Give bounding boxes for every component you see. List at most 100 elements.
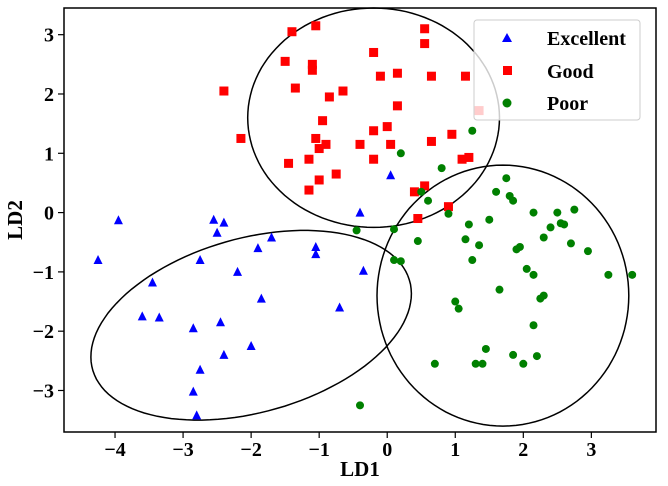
- legend-square-icon: [503, 66, 512, 75]
- point-excellent: [219, 217, 229, 227]
- point-poor: [437, 164, 446, 173]
- y-tick-label: 3: [44, 25, 54, 47]
- y-tick-label: 1: [44, 143, 54, 165]
- legend-item-excellent: Excellent: [502, 28, 626, 50]
- point-poor: [461, 235, 470, 244]
- point-good: [392, 101, 402, 111]
- point-good: [318, 116, 328, 126]
- point-poor: [390, 256, 399, 265]
- point-poor: [532, 352, 541, 361]
- x-tick-label: −2: [240, 439, 261, 461]
- point-excellent: [192, 410, 202, 420]
- point-poor: [485, 215, 494, 224]
- point-poor: [451, 297, 460, 306]
- legend-label-good: Good: [547, 61, 594, 83]
- point-good: [314, 175, 324, 185]
- point-excellent: [355, 207, 365, 217]
- point-excellent: [256, 293, 266, 303]
- point-poor: [522, 264, 531, 273]
- point-good: [464, 152, 474, 162]
- point-poor: [396, 149, 405, 158]
- point-excellent: [335, 302, 345, 312]
- point-poor: [566, 239, 575, 248]
- point-poor: [583, 247, 592, 256]
- y-tick-label: −2: [33, 321, 54, 343]
- point-poor: [529, 208, 538, 217]
- legend-triangle-icon: [502, 33, 512, 42]
- point-poor: [424, 196, 433, 205]
- point-good: [314, 144, 324, 154]
- point-good: [287, 27, 297, 37]
- x-tick-label: −1: [308, 439, 329, 461]
- y-tick-label: 2: [44, 84, 54, 106]
- point-poor: [413, 237, 422, 246]
- point-poor: [546, 223, 555, 232]
- legend-item-good: Good: [503, 61, 594, 83]
- point-good: [355, 139, 365, 149]
- point-good: [382, 122, 392, 132]
- point-excellent: [209, 214, 219, 224]
- ellipse-excellent: [90, 229, 413, 421]
- point-poor: [471, 359, 480, 368]
- legend-circle-icon: [502, 98, 512, 108]
- point-poor: [509, 350, 518, 359]
- point-good: [420, 39, 430, 49]
- x-tick-label: 3: [586, 439, 596, 461]
- point-good: [284, 158, 294, 168]
- point-poor: [519, 359, 528, 368]
- point-poor: [430, 359, 439, 368]
- ellipse-good: [246, 7, 501, 229]
- point-poor: [560, 220, 569, 229]
- point-good: [236, 133, 246, 143]
- point-good: [304, 185, 314, 195]
- point-excellent: [93, 255, 103, 265]
- point-poor: [444, 209, 453, 218]
- legend-box: [473, 19, 641, 121]
- axes: −4 −3 −2 −1 0 1 2 3 −3 −2 −1 0 1 2 3: [33, 25, 597, 461]
- point-poor: [509, 196, 518, 205]
- x-axis-label: LD1: [340, 457, 380, 481]
- ellipse-poor: [376, 164, 630, 427]
- point-good: [311, 133, 321, 143]
- plot-area: [90, 7, 637, 427]
- point-poor: [495, 285, 504, 294]
- point-poor: [553, 208, 562, 217]
- point-excellent: [216, 317, 226, 327]
- legend-label-poor: Poor: [547, 93, 588, 115]
- point-poor: [529, 270, 538, 279]
- point-poor: [352, 226, 361, 235]
- point-poor: [502, 174, 511, 183]
- point-good: [392, 68, 402, 78]
- point-poor: [570, 205, 579, 214]
- x-tick-label: 2: [518, 439, 528, 461]
- point-good: [331, 169, 341, 179]
- point-good: [280, 56, 290, 66]
- x-tick-label: 0: [382, 439, 392, 461]
- point-excellent: [219, 349, 229, 359]
- point-good: [447, 129, 457, 139]
- point-excellent: [311, 249, 321, 259]
- point-good: [409, 187, 419, 197]
- point-poor: [529, 321, 538, 330]
- point-good: [369, 154, 379, 164]
- point-excellent: [246, 341, 256, 351]
- legend: Excellent Good Poor: [473, 19, 641, 121]
- point-poor: [356, 401, 364, 410]
- x-tick-label: −3: [172, 439, 193, 461]
- point-poor: [396, 257, 405, 266]
- point-excellent: [195, 364, 205, 374]
- point-good: [443, 202, 453, 212]
- point-excellent: [188, 386, 198, 396]
- point-good: [311, 21, 321, 31]
- point-excellent: [188, 323, 198, 333]
- point-poor: [628, 270, 637, 279]
- point-excellent: [358, 265, 368, 275]
- point-poor: [475, 241, 484, 250]
- point-poor: [417, 187, 426, 196]
- point-good: [324, 92, 334, 102]
- point-excellent: [137, 311, 147, 321]
- point-good: [460, 71, 470, 81]
- point-good: [321, 139, 331, 149]
- point-good: [369, 47, 379, 57]
- point-excellent: [113, 215, 123, 225]
